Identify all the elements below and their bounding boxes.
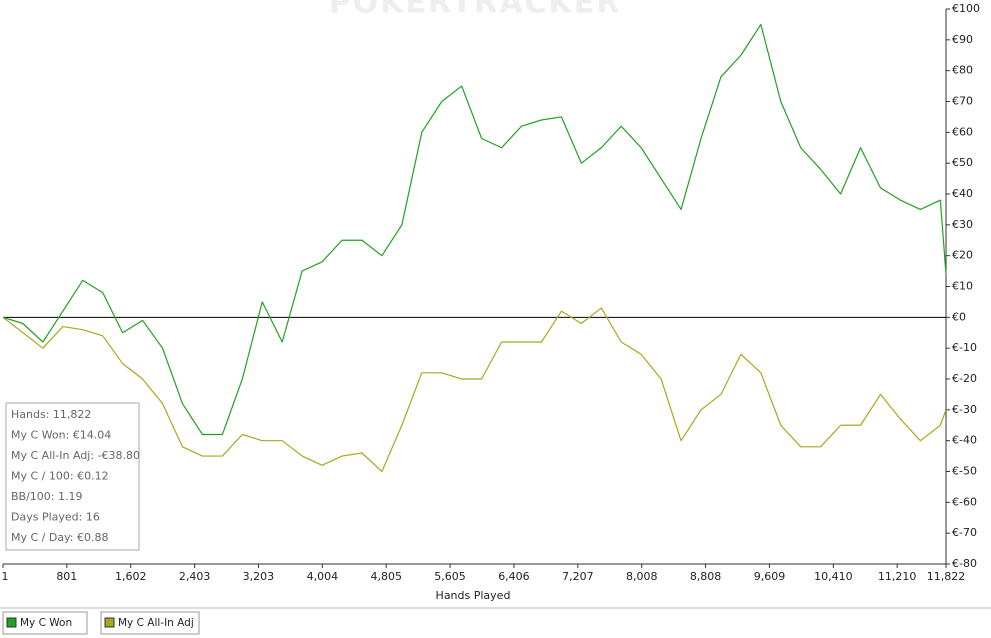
x-tick-label: 6,406 bbox=[498, 570, 530, 583]
stats-line: My C All-In Adj: -€38.80 bbox=[11, 449, 140, 462]
legend-label: My C All-In Adj bbox=[118, 617, 194, 629]
x-tick-label: 3,203 bbox=[243, 570, 275, 583]
y-tick-label: €20 bbox=[952, 249, 973, 262]
y-tick-label: €-50 bbox=[952, 465, 977, 478]
x-tick-label: 8,008 bbox=[626, 570, 658, 583]
y-tick-label: €30 bbox=[952, 218, 973, 231]
y-tick-label: €10 bbox=[952, 280, 973, 293]
stats-line: BB/100: 1.19 bbox=[11, 490, 83, 503]
watermark: POKERTRACKER bbox=[329, 0, 622, 21]
y-tick-label: €100 bbox=[952, 2, 980, 15]
x-tick-label: 2,403 bbox=[179, 570, 211, 583]
y-tick-label: €-80 bbox=[952, 557, 977, 570]
x-tick-label: 801 bbox=[56, 570, 77, 583]
y-tick-label: €0 bbox=[952, 310, 966, 323]
stats-box bbox=[5, 402, 140, 551]
x-tick-label: 10,410 bbox=[814, 570, 853, 583]
x-tick-label: 4,004 bbox=[307, 570, 339, 583]
series-line bbox=[2, 307, 947, 473]
x-tick-label: 1 bbox=[2, 570, 9, 583]
stats-line: My C Won: €14.04 bbox=[11, 429, 111, 442]
x-tick-label: 9,609 bbox=[754, 570, 786, 583]
stats-line: My C / 100: €0.12 bbox=[11, 470, 109, 483]
legend-label: My C Won bbox=[20, 617, 72, 629]
y-tick-label: €40 bbox=[952, 187, 973, 200]
y-tick-label: €90 bbox=[952, 33, 973, 46]
x-tick-label: 5,605 bbox=[434, 570, 466, 583]
x-tick-label: 4,805 bbox=[370, 570, 402, 583]
y-tick-label: €80 bbox=[952, 64, 973, 77]
legend-swatch bbox=[104, 617, 115, 628]
y-tick-label: €-20 bbox=[952, 372, 977, 385]
y-tick-label: €60 bbox=[952, 125, 973, 138]
x-tick-label: 8,808 bbox=[690, 570, 722, 583]
stats-line: Hands: 11,822 bbox=[11, 408, 91, 421]
stats-line: Days Played: 16 bbox=[11, 511, 100, 524]
y-tick-label: €-70 bbox=[952, 526, 977, 539]
x-axis-title: Hands Played bbox=[436, 589, 511, 602]
y-tick-label: €-30 bbox=[952, 403, 977, 416]
legend-swatch bbox=[6, 617, 17, 628]
y-tick-label: €-60 bbox=[952, 495, 977, 508]
x-tick-label: 7,207 bbox=[562, 570, 594, 583]
series-line bbox=[2, 23, 947, 436]
x-tick-label: 1,602 bbox=[115, 570, 147, 583]
legend-item bbox=[100, 611, 200, 635]
legend-item bbox=[2, 611, 88, 635]
y-tick-label: €-40 bbox=[952, 434, 977, 447]
y-tick-label: €70 bbox=[952, 95, 973, 108]
stats-line: My C / Day: €0.88 bbox=[11, 531, 109, 544]
x-tick-label: 11,210 bbox=[878, 570, 917, 583]
y-tick-label: €-10 bbox=[952, 341, 977, 354]
y-tick-label: €50 bbox=[952, 156, 973, 169]
x-tick-label: 11,822 bbox=[927, 570, 966, 583]
